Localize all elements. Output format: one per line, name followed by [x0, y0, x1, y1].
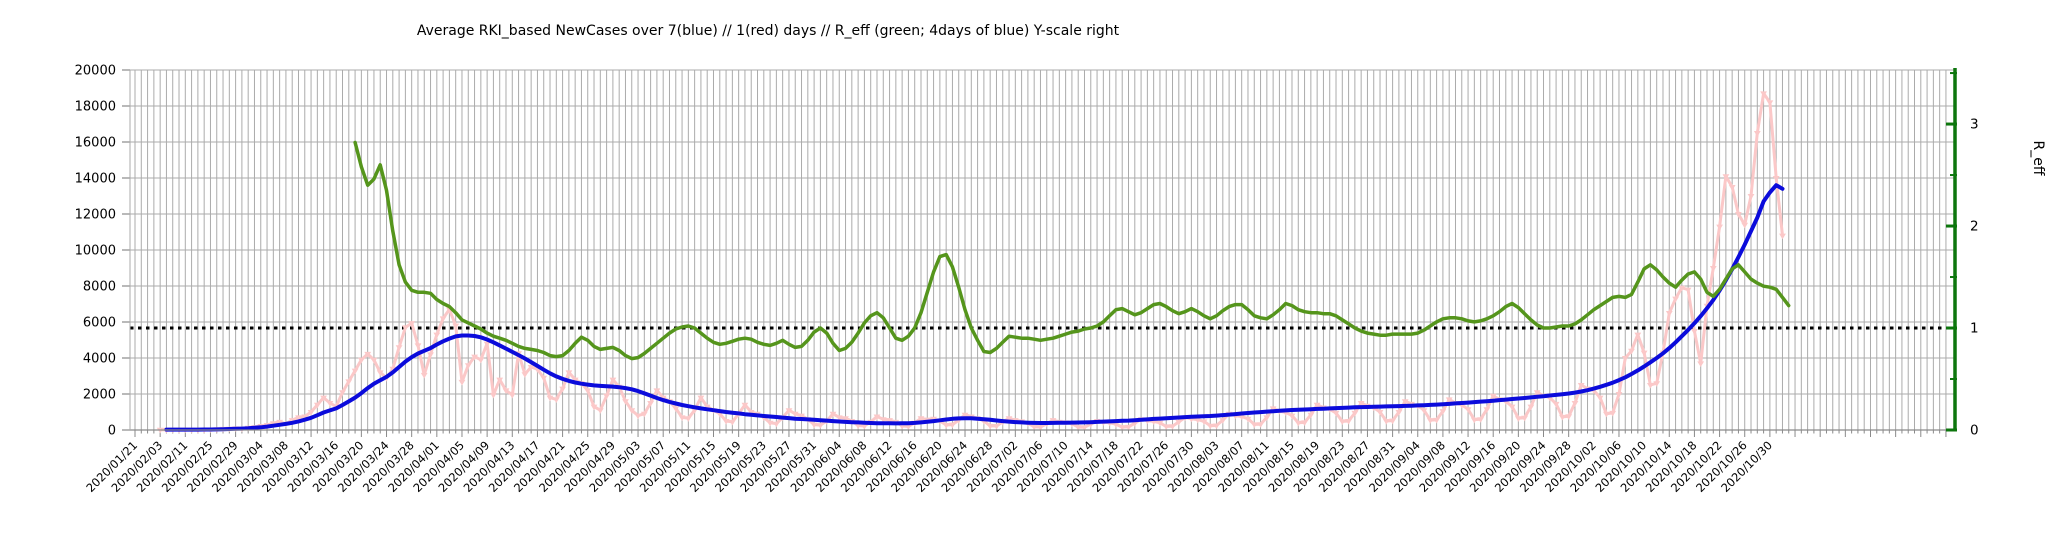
- axes: 0 2000 4000 6000 8000 10000 12000 14000 16000 180…: [75, 64, 1979, 496]
- left-axis-tick-label: 16000: [75, 136, 116, 151]
- left-axis-tick-label: 0: [108, 424, 116, 439]
- left-axis-tick-label: 20000: [75, 64, 116, 79]
- left-axis-tick-label: 4000: [83, 352, 116, 367]
- left-axis-tick-label: 18000: [75, 100, 116, 115]
- series-reff-green-line: [353, 140, 1791, 361]
- right-axis-tick-label: 0: [1970, 423, 1979, 439]
- right-axis-tick-label: 1: [1970, 321, 1979, 337]
- series-7day-blue-line: [164, 183, 1785, 432]
- chart-title: Average RKI_based NewCases over 7(blue) …: [417, 23, 1120, 39]
- left-axis-tick-label: 14000: [75, 172, 116, 187]
- left-axis-tick-label: 10000: [75, 244, 116, 259]
- right-axis-tick-label: 3: [1970, 117, 1979, 133]
- right-axis-tick-label: 2: [1970, 219, 1979, 235]
- data-series: [156, 91, 1791, 434]
- gridlines: [130, 69, 1955, 437]
- left-axis-tick-label: 8000: [83, 280, 116, 295]
- left-axis-tick-label: 12000: [75, 208, 116, 223]
- left-axis-tick-label: 6000: [83, 316, 116, 331]
- right-axis-label: R_eff: [2030, 141, 2046, 176]
- left-axis-tick-label: 2000: [83, 388, 116, 403]
